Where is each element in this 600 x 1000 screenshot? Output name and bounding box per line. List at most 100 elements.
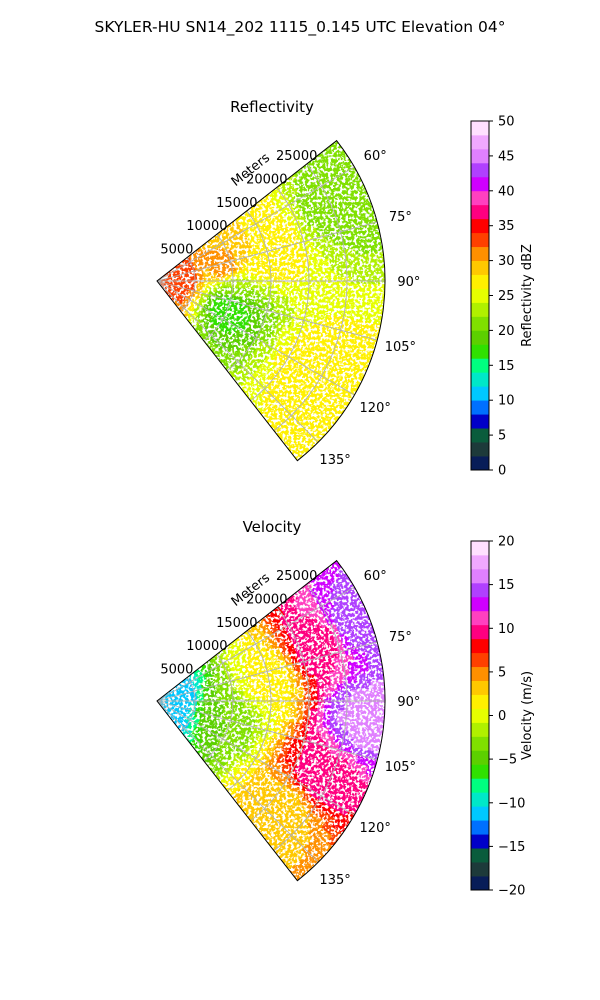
field-bin [322,672,331,680]
field-bin [369,252,378,262]
field-bin [350,290,359,299]
field-bin [277,273,285,279]
field-bin [303,288,312,295]
field-bin [303,702,312,710]
field-bin [377,711,386,722]
field-bin [223,696,232,700]
field-bin [283,273,292,279]
azimuth-spoke [156,280,355,396]
angle-tick-label: 60° [364,149,387,164]
field-bin [330,703,339,711]
field-bin [323,289,332,297]
angle-tick-label: 135° [319,453,350,468]
colorbar-tick-label: 50 [498,115,515,130]
field-bin [277,693,285,699]
field-bin [270,702,279,708]
angle-tick-labels: 60° 75° 90° 105° 120° 135° [319,149,420,468]
field-bin [342,255,351,265]
field-bin [302,261,311,268]
field-bin [250,702,258,707]
field-bin [303,691,312,699]
field-bin [377,275,386,285]
field-bin [270,689,278,695]
colorbar-tick-label: 0 [498,464,506,479]
field-bin [303,708,312,715]
field-bin [362,298,372,308]
colorbar-tick-label: −20 [498,884,525,899]
field-bin [290,687,298,694]
field-bin [370,688,379,697]
field-bin [357,710,365,720]
colorbar-swatch [471,358,489,373]
field-bin [316,265,325,273]
field-bin [370,711,379,721]
field-bin [350,262,359,271]
field-bin [310,691,319,699]
colorbar-swatch [471,708,489,723]
field-bin [356,718,365,727]
radial-tick-label: 5000 [160,243,193,258]
colorbar-swatch [471,400,489,415]
field-bin [369,672,378,682]
field-bin [362,673,372,683]
field-bin [317,277,325,284]
field-bin [337,283,346,291]
colorbar-swatch [471,624,489,640]
field-bin [377,703,386,713]
field-bin [257,694,265,700]
colorbar-tick-label: 25 [498,289,515,304]
field-bin [337,270,346,278]
angle-tick-label: 105° [385,340,416,355]
colorbar-tick-label: 5 [498,429,506,444]
field-bin [344,689,352,698]
field-bin [349,717,358,726]
field-bin [356,298,365,307]
field-bin [349,255,358,264]
azimuth-spoke [156,280,319,443]
field-bin [377,283,386,293]
radial-tick-label: 20000 [246,172,287,187]
colorbar-swatch [471,302,489,317]
field-bin [330,289,339,297]
radial-tick-label: 10000 [186,639,227,654]
field-bin [324,703,332,711]
colorbar-swatch [471,680,489,695]
field-bin [283,282,292,289]
field-bin [377,687,386,697]
field-bin [357,283,366,292]
field-bin [317,271,325,279]
colorbar-swatch [471,386,489,401]
field-bin [343,296,352,306]
field-bin [290,702,299,709]
field-bin [330,709,339,717]
field-bin [303,266,312,274]
field-bin [349,675,358,684]
colorbar-swatch [471,820,489,835]
field-bin [303,686,312,694]
colorbar-swatch [471,554,489,570]
field-bin [337,690,346,698]
field-bin [310,708,319,716]
field-bin [329,677,338,686]
field-bin [357,703,366,712]
azimuth-spoke [156,700,319,863]
field-bin [317,691,325,699]
colorbar-swatch [471,582,489,598]
field-bin [357,696,366,705]
field-bin [351,696,359,705]
field-bin [316,288,325,296]
colorbar-swatch [471,246,489,261]
radial-tick-label: 25000 [276,569,317,584]
field-bin [250,282,258,287]
colorbar-tick-label: 40 [498,184,515,199]
field-bin [296,687,305,694]
colorbar-swatch [471,414,489,429]
radial-tick-label: 25000 [276,149,317,164]
field-bin [343,290,352,299]
radial-tick-label: 15000 [216,196,257,211]
colorbar-swatch [471,442,489,457]
range-ring [180,257,196,312]
colorbar-swatch [471,596,489,612]
field-bin [335,250,344,259]
